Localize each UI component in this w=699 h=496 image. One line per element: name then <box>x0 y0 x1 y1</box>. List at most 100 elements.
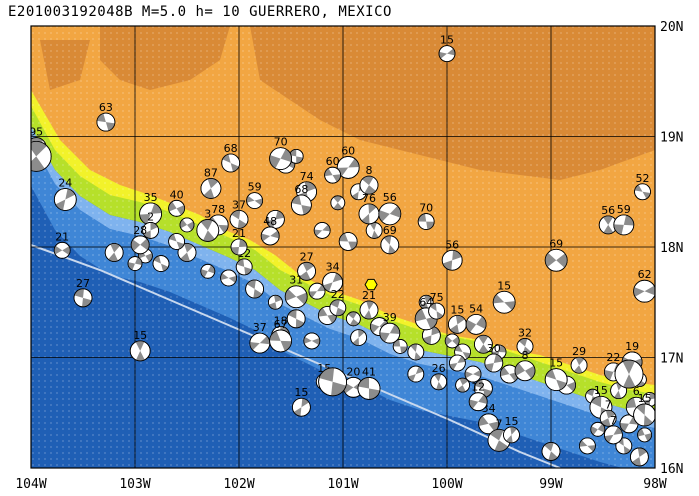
beachball-icon <box>438 45 456 63</box>
event-depth-label: 21 <box>362 289 376 302</box>
beachball-icon <box>130 235 150 255</box>
beachball-icon <box>417 213 435 230</box>
beachball-icon <box>179 217 195 233</box>
beachball-icon <box>358 203 380 225</box>
event-depth-label: 69 <box>549 237 563 250</box>
event-depth-label: 67 <box>274 318 288 331</box>
event-depth-label: 35 <box>144 191 158 204</box>
map-title: E201003192048B M=5.0 h= 10 GUERRERO, MEX… <box>8 4 392 20</box>
event-depth-label: 37 <box>253 321 267 334</box>
event-depth-label: 7 <box>605 398 612 411</box>
beachball-icon <box>478 413 500 435</box>
beachball-icon <box>637 427 652 443</box>
beachball-icon <box>614 359 644 389</box>
beachball-icon <box>448 354 466 372</box>
beachball-icon <box>378 202 402 226</box>
beachball-icon <box>544 368 568 392</box>
latitude-label: 17N <box>660 352 683 367</box>
beachball-icon <box>324 166 342 184</box>
beachball-icon <box>447 314 467 334</box>
beachball-icon <box>267 294 283 310</box>
beachball-icon <box>290 194 312 216</box>
beachball-icon <box>634 183 651 201</box>
event-depth-label: 56 <box>601 204 615 217</box>
event-depth-label: 56 <box>383 191 397 204</box>
event-depth-label: 30 <box>487 342 501 355</box>
event-depth-label: 29 <box>572 345 586 358</box>
event-depth-label: 52 <box>636 172 650 185</box>
beachball-icon <box>200 178 222 199</box>
beachball-icon <box>544 248 568 272</box>
beachball-icon <box>380 235 400 255</box>
event-depth-label: 48 <box>263 215 277 228</box>
longitude-label: 100W <box>431 477 462 492</box>
longitude-label: 104W <box>15 477 46 492</box>
beachball-icon <box>221 153 241 173</box>
beachball-icon <box>492 290 516 314</box>
beachball-icon <box>265 209 285 229</box>
beachball-icon <box>220 269 238 287</box>
event-depth-label: 15 <box>549 357 563 370</box>
beachball-icon <box>318 367 348 397</box>
beachball-icon <box>514 360 536 382</box>
beachball-icon <box>249 332 271 354</box>
latitude-label: 19N <box>660 131 683 146</box>
event-depth-label: 19 <box>625 340 639 353</box>
event-depth-label: 2 <box>147 210 154 223</box>
beachball-icon <box>407 365 425 383</box>
event-depth-label: 15 <box>497 279 511 292</box>
beachball-icon <box>630 447 649 467</box>
beachball-icon <box>235 258 253 276</box>
beachball-icon <box>330 195 346 211</box>
beachball-icon <box>464 365 482 383</box>
event-depth-label: 15 <box>133 329 147 342</box>
event-depth-label: 60 <box>326 155 340 168</box>
event-depth-label: 8 <box>366 164 373 177</box>
longitude-label: 102W <box>223 477 254 492</box>
event-depth-label: 75 <box>430 291 444 304</box>
event-depth-label: 27 <box>76 277 90 290</box>
event-depth-label: 76 <box>362 192 376 205</box>
beachball-icon <box>139 202 163 226</box>
event-depth-label: 62 <box>638 268 652 281</box>
event-depth-label: 56 <box>445 238 459 251</box>
beachball-icon <box>613 214 635 236</box>
event-depth-label: 59 <box>617 203 631 216</box>
beachball-icon <box>142 222 160 239</box>
beachball-icon <box>407 343 425 361</box>
event-depth-label: 28 <box>133 224 147 237</box>
beachball-icon <box>245 279 265 299</box>
event-depth-label: 27 <box>300 250 314 263</box>
event-depth-label: 32 <box>518 326 532 339</box>
beachball-icon <box>168 199 186 217</box>
beachball-icon <box>31 140 52 172</box>
beachball-icon <box>313 222 331 239</box>
event-depth-label: 87 <box>204 166 218 179</box>
beachball-icon <box>444 333 460 349</box>
beachball-icon <box>455 377 471 393</box>
beachball-icon <box>615 437 633 455</box>
beachball-icon <box>269 329 293 353</box>
longitude-label: 101W <box>327 477 358 492</box>
beachball-icon <box>177 243 197 262</box>
latitude-labels: 20N 19N 18N 17N 16N <box>660 20 683 477</box>
beachball-icon <box>269 147 293 171</box>
beachball-icon <box>421 325 441 345</box>
event-depth-label: 15 <box>294 386 308 399</box>
event-depth-label: 7 <box>610 414 617 427</box>
event-depth-label: 22 <box>606 351 620 364</box>
event-depth-label: 24 <box>58 176 72 189</box>
event-depth-label: 59 <box>248 181 262 194</box>
beachball-icon <box>633 403 655 427</box>
beachball-icon <box>484 353 504 373</box>
event-depth-label: 12 <box>471 381 485 394</box>
beachball-icon <box>541 442 561 461</box>
beachball-icon <box>229 209 249 229</box>
longitude-label: 98W <box>643 477 667 492</box>
beachball-icon <box>322 271 344 293</box>
event-depth-label: 6 <box>633 385 640 398</box>
beachball-icon <box>286 309 306 329</box>
beachball-icon <box>379 322 401 344</box>
event-depth-label: 40 <box>170 188 184 201</box>
